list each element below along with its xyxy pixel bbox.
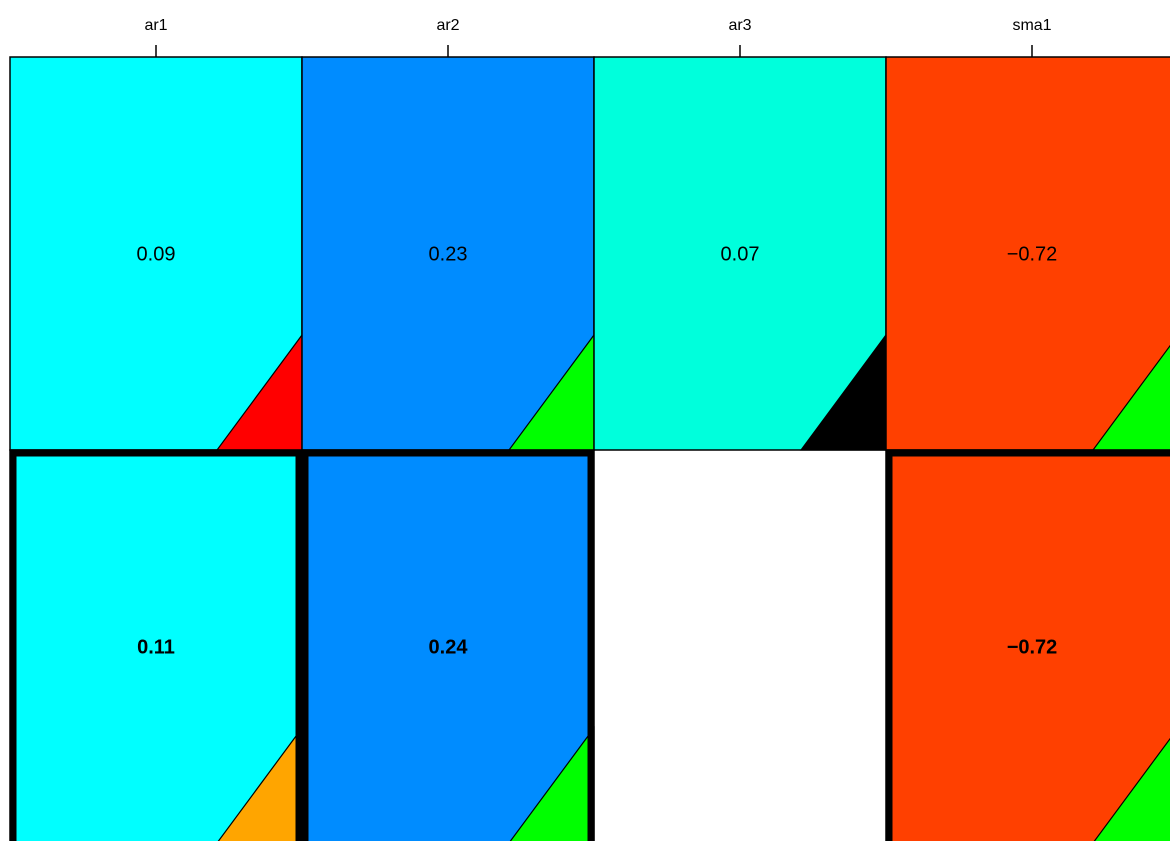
cell-value-label: 0.09 bbox=[137, 244, 176, 266]
cell-r1-ar3: 0.07 bbox=[593, 56, 887, 451]
cell-r1-ar1: 0.09 bbox=[9, 56, 303, 451]
cell-emphasis-border bbox=[301, 449, 595, 841]
cell-fill bbox=[301, 449, 595, 841]
corner-indicator bbox=[1093, 737, 1170, 841]
column-label-ar1: ar1 bbox=[144, 17, 167, 34]
cell-fill bbox=[9, 56, 303, 451]
column-label-ar2: ar2 bbox=[436, 17, 459, 34]
cell-value-label: −0.72 bbox=[1007, 637, 1058, 659]
cell-r1-ar2: 0.23 bbox=[301, 56, 595, 451]
cell-value-label: 0.23 bbox=[429, 244, 468, 266]
cell-fill bbox=[593, 56, 887, 451]
column-label-ar3: ar3 bbox=[728, 17, 751, 34]
cell-fill bbox=[301, 56, 595, 451]
cells-grid: 0.09 0.23 0.07 −0.72 0.11 0.24 −0.72 bbox=[9, 56, 1170, 841]
cell-r1-sma1: −0.72 bbox=[885, 56, 1170, 451]
cell-fill bbox=[885, 56, 1170, 451]
cell-value-label: 0.24 bbox=[429, 637, 469, 659]
cell-emphasis-border bbox=[9, 449, 303, 841]
cell-value-label: 0.07 bbox=[721, 244, 760, 266]
cell-fill bbox=[9, 449, 303, 841]
cell-value-label: 0.11 bbox=[137, 637, 175, 659]
cell-r2-sma1: −0.72 bbox=[885, 449, 1170, 841]
cell-r2-ar1: 0.11 bbox=[9, 449, 303, 841]
cell-emphasis-border bbox=[885, 449, 1170, 841]
cell-r2-ar2: 0.24 bbox=[301, 449, 595, 841]
cell-value-label: −0.72 bbox=[1007, 244, 1058, 266]
column-label-sma1: sma1 bbox=[1012, 17, 1051, 34]
column-axis: ar1 ar2 ar3 sma1 bbox=[144, 17, 1052, 57]
